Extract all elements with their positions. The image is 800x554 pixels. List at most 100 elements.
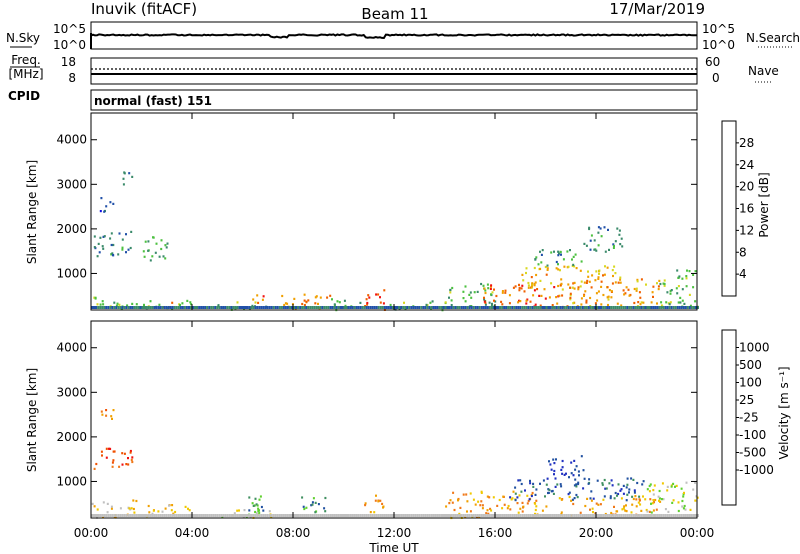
heatmap-cell — [535, 505, 538, 508]
heatmap-cell — [527, 499, 530, 503]
heatmap-cell — [339, 514, 342, 517]
heatmap-cell — [608, 248, 610, 251]
heatmap-cell — [534, 281, 537, 284]
heatmap-cell — [110, 243, 113, 247]
heatmap-cell — [561, 288, 564, 291]
heatmap-cell — [583, 242, 586, 245]
heatmap-cell — [493, 514, 495, 517]
heatmap-cell — [369, 511, 372, 514]
heatmap-cell — [501, 507, 504, 510]
heatmap-cell — [453, 508, 456, 512]
heatmap-cell — [525, 514, 528, 517]
heatmap-cell — [549, 514, 552, 517]
heatmap-cell — [569, 286, 572, 289]
heatmap-cell — [367, 514, 370, 517]
power-y-label: Slant Range [km] — [25, 160, 39, 264]
heatmap-cell — [571, 514, 574, 517]
heatmap-cell — [608, 482, 611, 485]
heatmap-cell — [171, 301, 174, 304]
heatmap-cell — [315, 306, 318, 309]
heatmap-cell — [194, 306, 196, 309]
heatmap-cell — [682, 514, 685, 517]
heatmap-cell — [611, 282, 614, 285]
heatmap-cell — [553, 250, 555, 253]
heatmap-cell — [625, 486, 628, 489]
heatmap-cell — [513, 306, 516, 309]
heatmap-cell — [123, 171, 126, 174]
heatmap-cell — [646, 510, 649, 513]
heatmap-cell — [560, 498, 563, 501]
heatmap-cell — [549, 306, 552, 309]
heatmap-cell — [236, 301, 239, 304]
heatmap-cell — [633, 489, 636, 492]
heatmap-cell — [258, 511, 261, 514]
heatmap-cell — [548, 488, 551, 492]
heatmap-cell — [579, 514, 582, 517]
heatmap-cell — [228, 306, 231, 309]
heatmap-cell — [604, 250, 607, 253]
heatmap-cell — [264, 306, 267, 309]
heatmap-cell — [151, 514, 154, 517]
heatmap-cell — [579, 511, 582, 514]
heatmap-cell — [495, 514, 497, 517]
heatmap-cell — [602, 274, 604, 277]
heatmap-cell — [668, 306, 671, 309]
heatmap-cell — [569, 514, 572, 517]
heatmap-cell — [295, 514, 297, 517]
heatmap-cell — [93, 306, 95, 309]
heatmap-cell — [466, 510, 468, 513]
heatmap-cell — [97, 514, 100, 517]
heatmap-cell — [250, 306, 253, 309]
heatmap-cell — [98, 251, 101, 254]
heatmap-cell — [234, 306, 237, 309]
heatmap-cell — [137, 306, 140, 309]
heatmap-cell — [517, 301, 520, 304]
heatmap-cell — [477, 500, 480, 503]
heatmap-cell — [580, 260, 583, 263]
heatmap-cell — [101, 300, 104, 303]
heatmap-cell — [565, 472, 567, 475]
heatmap-cell — [186, 299, 189, 302]
heatmap-cell — [131, 456, 134, 459]
heatmap-cell — [612, 514, 615, 517]
heatmap-cell — [297, 306, 299, 309]
heatmap-cell — [487, 512, 490, 515]
heatmap-cell — [517, 514, 520, 517]
heatmap-cell — [317, 503, 320, 506]
heatmap-cell — [585, 281, 588, 284]
heatmap-cell — [531, 282, 534, 285]
heatmap-cell — [597, 276, 600, 279]
heatmap-cell — [363, 514, 366, 517]
heatmap-cell — [533, 266, 536, 270]
heatmap-cell — [347, 514, 350, 517]
heatmap-cell — [622, 492, 625, 495]
heatmap-cell — [257, 301, 260, 304]
heatmap-cell — [600, 235, 603, 238]
heatmap-cell — [632, 497, 635, 501]
heatmap-cell — [692, 488, 695, 491]
heatmap-cell — [595, 270, 598, 273]
noise-left-label: N.Sky — [6, 31, 40, 45]
heatmap-cell — [119, 306, 122, 309]
heatmap-cell — [588, 227, 591, 231]
heatmap-cell — [143, 255, 146, 258]
heatmap-cell — [337, 514, 340, 517]
heatmap-cell — [469, 510, 472, 513]
heatmap-cell — [123, 452, 126, 455]
heatmap-cell — [636, 514, 639, 517]
heatmap-cell — [470, 514, 473, 517]
heatmap-cell — [495, 306, 497, 309]
heatmap-cell — [132, 499, 135, 502]
heatmap-cell — [476, 290, 479, 293]
heatmap-cell — [491, 514, 493, 517]
heatmap-cell — [220, 306, 223, 309]
heatmap-cell — [612, 274, 614, 278]
heatmap-cell — [551, 304, 554, 307]
heatmap-cell — [486, 306, 489, 309]
heatmap-cell — [303, 293, 306, 296]
heatmap-cell — [632, 306, 635, 309]
heatmap-cell — [216, 306, 219, 309]
heatmap-cell — [614, 491, 617, 495]
heatmap-cell — [613, 505, 615, 508]
heatmap-cell — [522, 279, 525, 282]
